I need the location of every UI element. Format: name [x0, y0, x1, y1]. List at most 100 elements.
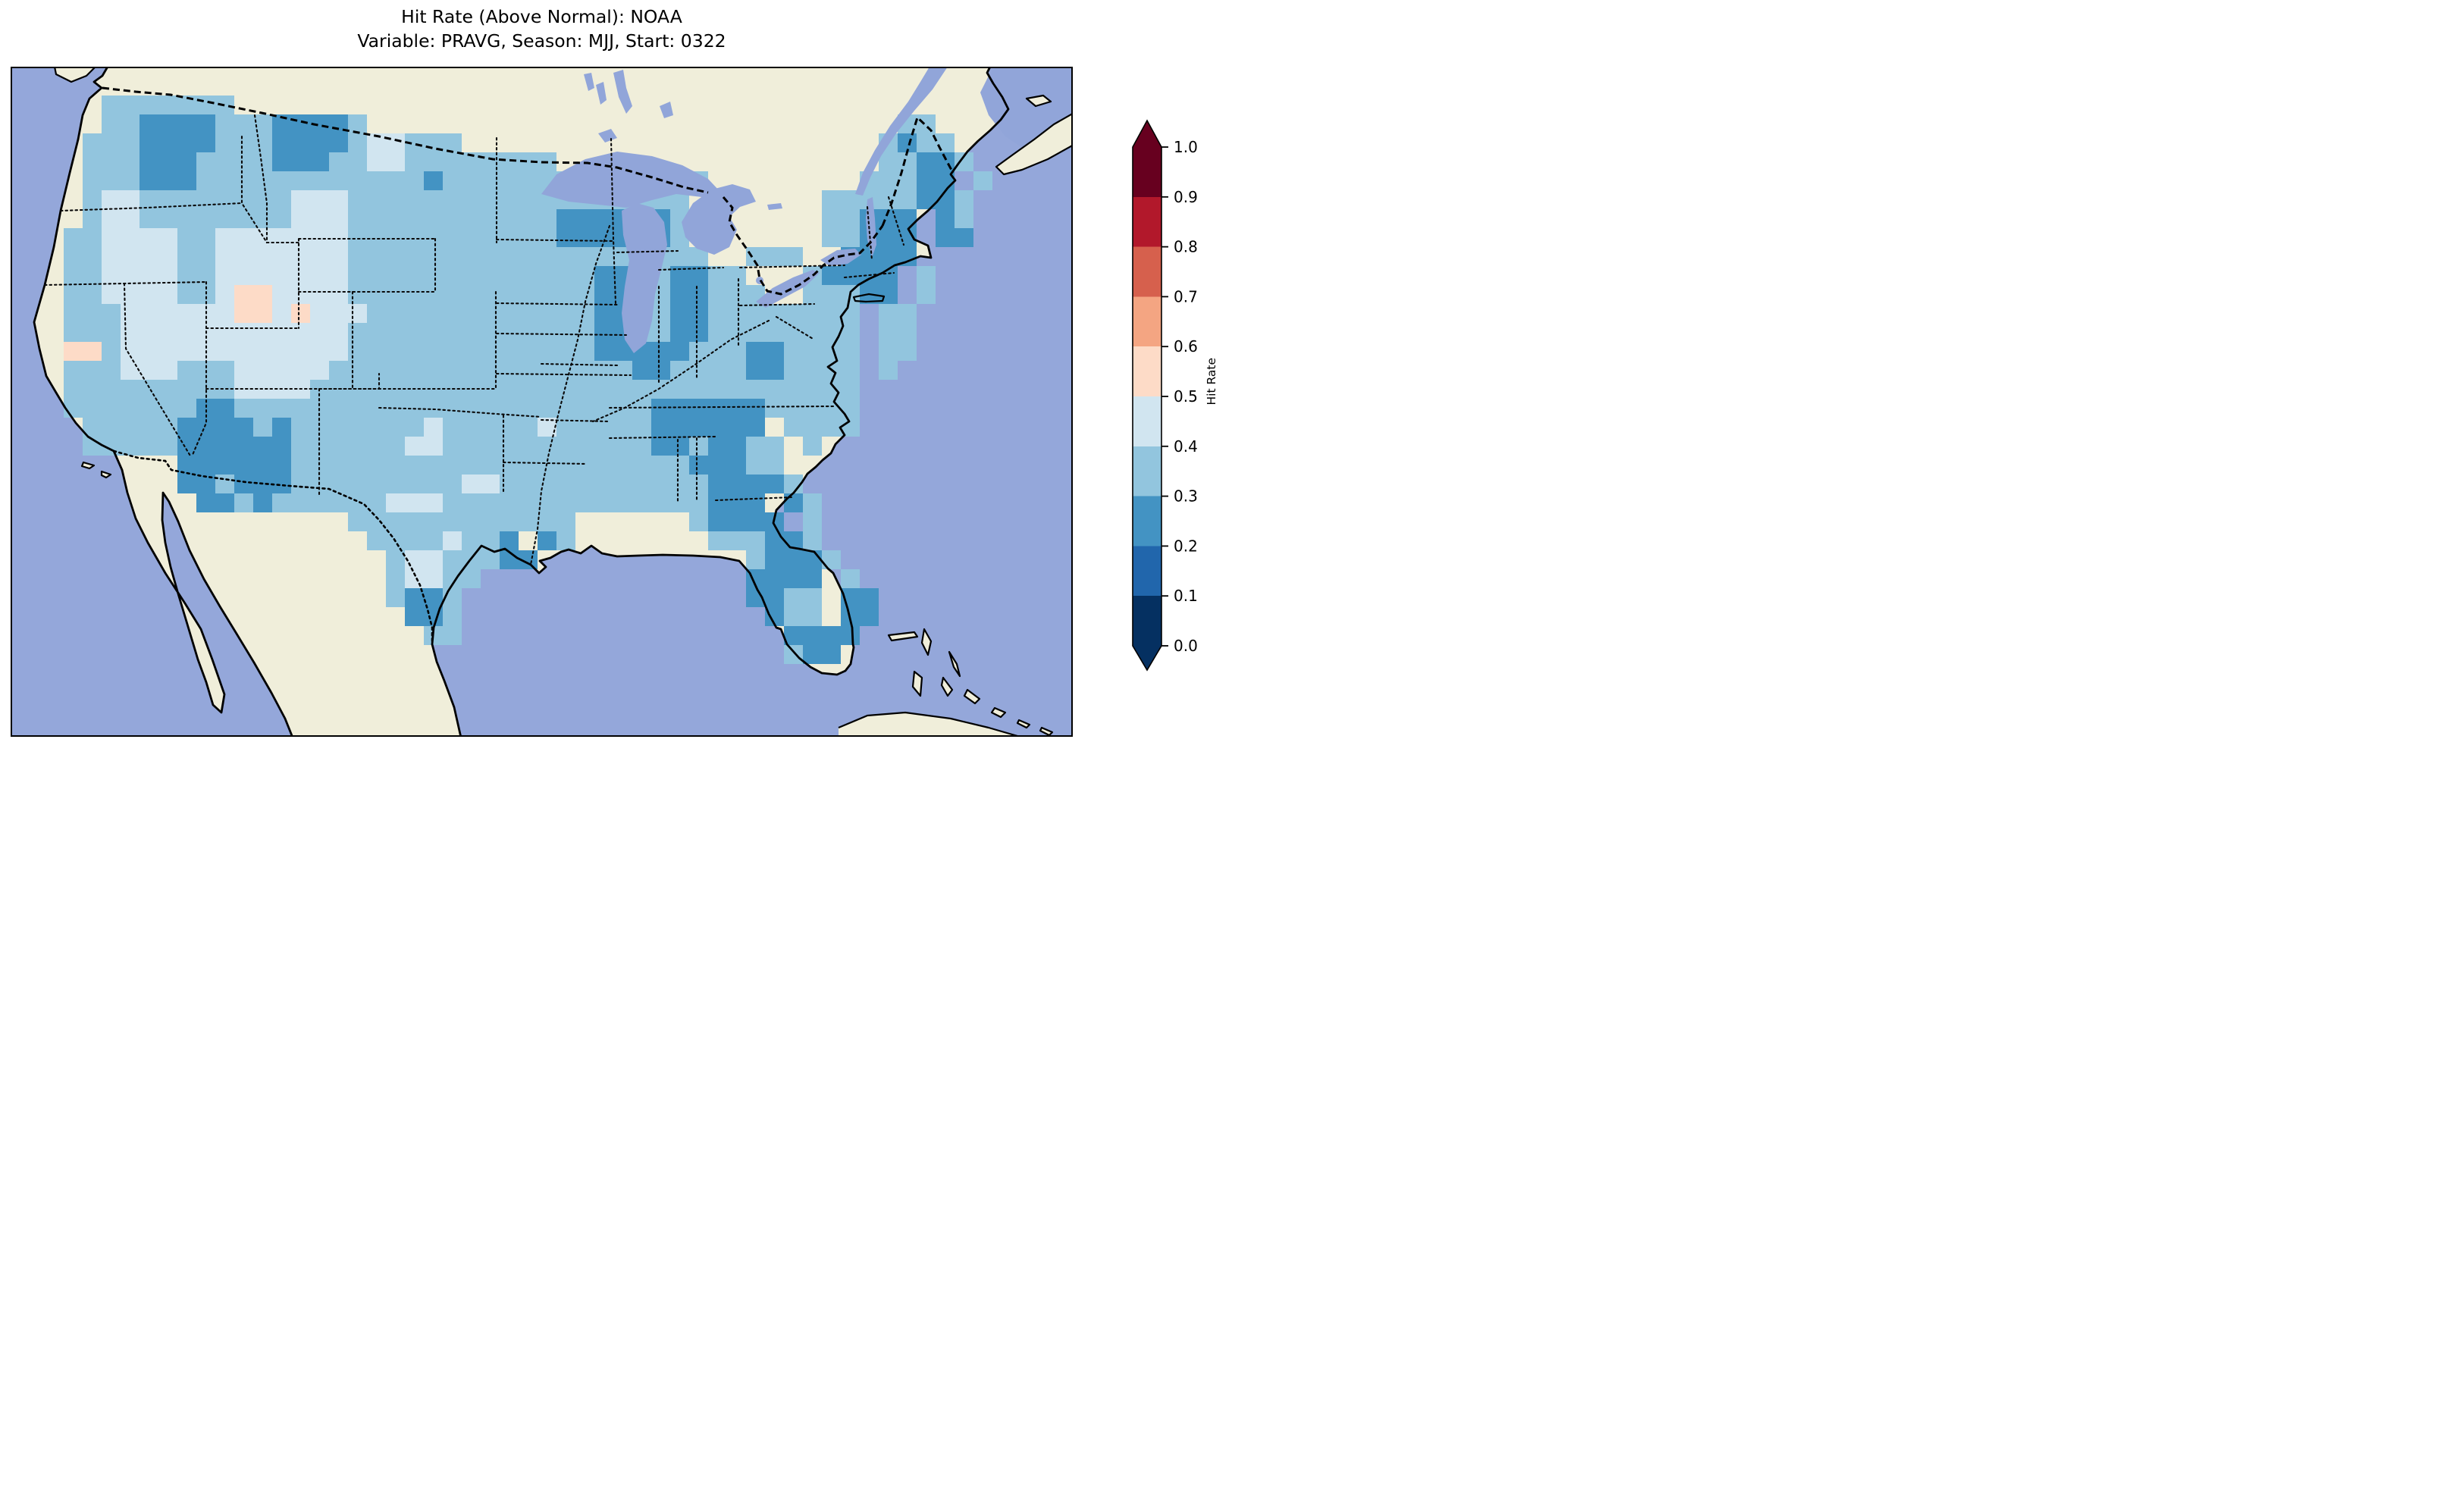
hit-rate-cell-run: [121, 361, 177, 380]
colorbar-segment: [1133, 147, 1161, 198]
hit-rate-cell-run: [803, 645, 841, 664]
hit-rate-cell-run: [64, 304, 121, 323]
hit-rate-cell-run: [367, 531, 443, 550]
hit-rate-cell-run: [348, 114, 367, 133]
hit-rate-cell-run: [689, 512, 708, 531]
hit-rate-cell-run: [102, 114, 140, 133]
colorbar-over-arrow: [1133, 121, 1161, 147]
colorbar-svg: 1.0 0.9 0.8 0.7 0.6 0.5 0.4 0.3 0.2 0.1 0.0: [1132, 119, 1198, 672]
hit-rate-cell-run: [83, 133, 140, 152]
hit-rate-cell-run: [234, 361, 329, 380]
hit-rate-cell-run: [746, 569, 822, 588]
hit-rate-cell-run: [64, 285, 102, 304]
hit-rate-cell-run: [784, 645, 803, 664]
hit-rate-cell-run: [291, 209, 348, 228]
hit-rate-cell-run: [651, 399, 765, 418]
hit-rate-cell-run: [955, 190, 973, 209]
hit-rate-cells-layer: [64, 96, 992, 664]
hit-rate-cell-run: [272, 133, 348, 152]
lake-michigan: [622, 203, 667, 353]
hit-rate-cell-run: [405, 133, 462, 152]
hit-rate-cell-run: [102, 342, 121, 361]
hit-rate-cell-run: [367, 152, 405, 171]
hit-rate-cell-run: [973, 171, 992, 190]
hit-rate-cell-run: [310, 380, 860, 399]
hit-rate-cell-run: [291, 418, 424, 437]
map-frame: [11, 67, 1073, 737]
hit-rate-cell-run: [234, 304, 272, 323]
colorbar-tick-label: 0.2: [1174, 537, 1198, 555]
chart-title-line2: Variable: PRAVG, Season: MJJ, Start: 032…: [357, 30, 726, 52]
hit-rate-cell-run: [348, 285, 594, 304]
hit-rate-cell-run: [936, 228, 973, 247]
hit-rate-cell-run: [424, 171, 443, 190]
hit-rate-cell-run: [670, 285, 708, 304]
hit-rate-cell-run: [64, 323, 121, 342]
hit-rate-cell-run: [177, 285, 215, 304]
hit-rate-cell-run: [102, 247, 177, 266]
hit-rate-cell-run: [917, 133, 955, 152]
hit-rate-cell-run: [102, 209, 140, 228]
hit-rate-cell-run: [83, 190, 102, 209]
colorbar-segment: [1133, 296, 1161, 347]
hit-rate-cell-run: [348, 228, 556, 247]
hit-rate-cell-run: [746, 247, 803, 266]
colorbar-ticks: 1.0 0.9 0.8 0.7 0.6 0.5 0.4 0.3 0.2 0.1 0.0: [1161, 138, 1198, 655]
hit-rate-cell-run: [803, 531, 822, 550]
hit-rate-cell-run: [102, 228, 177, 247]
coastlines: [33, 67, 1024, 737]
hit-rate-cell-run: [708, 512, 784, 531]
colorbar-segment: [1133, 246, 1161, 297]
hit-rate-cell-run: [177, 418, 253, 437]
colorbar-segment: [1133, 196, 1161, 248]
hit-rate-cell-run: [443, 607, 462, 626]
lake-of-the-woods: [598, 129, 617, 143]
hit-rate-cell-run: [291, 304, 310, 323]
antilles-islets: [1016, 719, 1054, 737]
hit-rate-cell-run: [177, 247, 215, 266]
hit-rate-cell-run: [689, 437, 708, 456]
hit-rate-cell-run: [367, 133, 405, 152]
hit-rate-cell-run: [784, 588, 822, 607]
map-svg: [11, 67, 1073, 737]
hit-rate-cell-run: [234, 399, 651, 418]
hit-rate-cell-run: [102, 96, 234, 114]
hit-rate-cell-run: [83, 171, 140, 190]
hit-rate-cell-run: [196, 493, 234, 512]
hit-rate-cell-run: [689, 456, 746, 475]
hit-rate-cell-run: [291, 456, 689, 475]
hit-rate-cell-run: [348, 133, 367, 152]
hit-rate-cell-run: [196, 171, 424, 190]
hit-rate-cell-run: [215, 133, 272, 152]
hit-rate-cell-run: [177, 437, 291, 456]
hit-rate-cell-run: [83, 152, 140, 171]
hit-rate-cell-run: [253, 418, 272, 437]
hit-rate-cell-run: [102, 266, 177, 285]
hit-rate-cell-run: [443, 493, 708, 512]
hit-rate-cell-run: [272, 304, 291, 323]
hit-rate-cell-run: [272, 418, 291, 437]
hit-rate-cell-run: [746, 550, 765, 569]
hit-rate-cell-run: [879, 361, 898, 380]
colorbar: 1.0 0.9 0.8 0.7 0.6 0.5 0.4 0.3 0.2 0.1 0.0: [1121, 87, 1232, 694]
hit-rate-cell-run: [329, 152, 367, 171]
hit-rate-cell-run: [765, 550, 822, 569]
hit-rate-cell-run: [64, 399, 196, 418]
st-lawrence-river: [855, 67, 948, 196]
hit-rate-cell-run: [83, 209, 102, 228]
hit-rate-cell-run: [841, 569, 860, 588]
chart-title: Hit Rate (Above Normal): NOAA Variable: …: [11, 5, 1073, 54]
hit-rate-cell-run: [651, 418, 765, 437]
hit-rate-cell-run: [215, 475, 234, 493]
hit-rate-cell-run: [670, 304, 708, 323]
nova-scotia: [995, 112, 1073, 176]
colorbar-tick-label: 0.7: [1174, 287, 1198, 305]
lakes-and-rivers: [541, 67, 1073, 353]
lake-winnipeg: [613, 70, 632, 114]
hit-rate-cell-run: [405, 588, 443, 607]
hit-rate-cell-run: [177, 456, 291, 475]
hit-rate-cell-run: [177, 228, 215, 247]
hit-rate-cell-run: [215, 285, 234, 304]
colorbar-segment: [1133, 496, 1161, 547]
hit-rate-cell-run: [841, 607, 879, 626]
